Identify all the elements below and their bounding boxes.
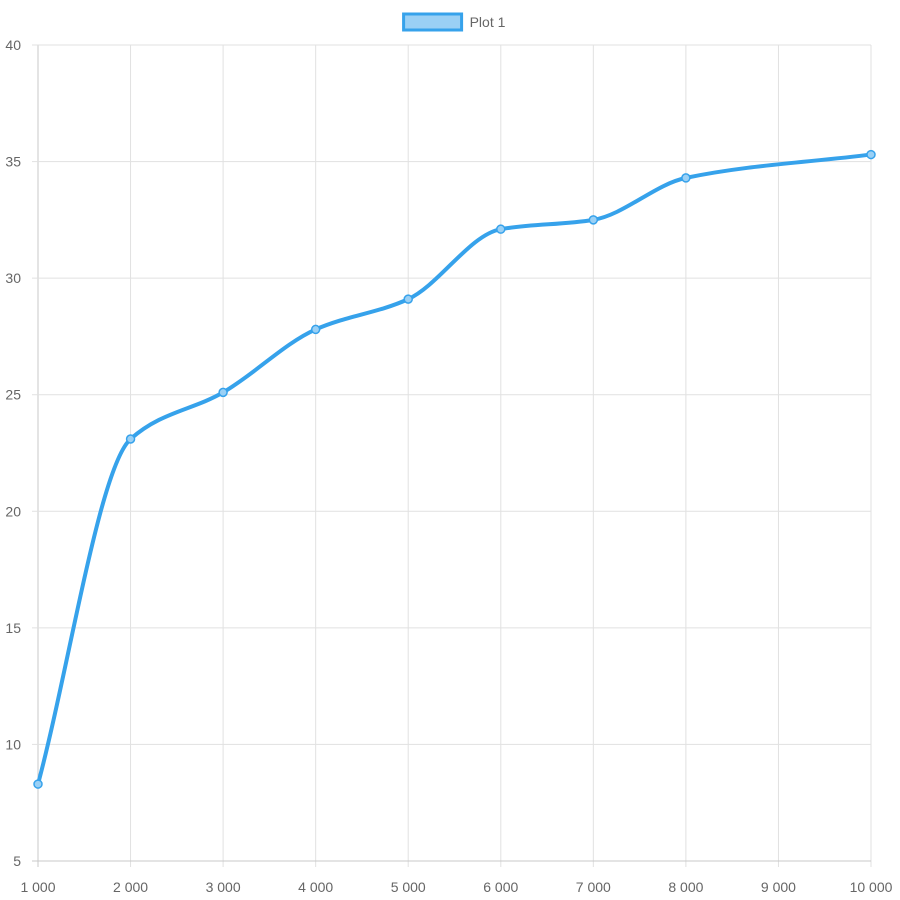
- data-point[interactable]: [681, 173, 691, 183]
- y-tick-label: 25: [5, 387, 21, 403]
- y-tick-label: 15: [5, 620, 21, 636]
- x-tick-label: 5 000: [391, 879, 426, 895]
- legend[interactable]: Plot 1: [402, 12, 506, 32]
- y-tick-label: 30: [5, 270, 21, 286]
- data-point[interactable]: [218, 387, 228, 398]
- x-tick-label: 10 000: [850, 879, 893, 895]
- x-tick-label: 9 000: [761, 879, 796, 895]
- axes: 1 000 2 000 3 000 4 000 5 000 6 000 7 000 8 000…: [5, 37, 892, 895]
- y-tick-label: 20: [5, 503, 21, 519]
- x-tick-label: 2 000: [113, 879, 148, 895]
- y-tick-label: 35: [5, 154, 21, 170]
- x-tick-label: 8 000: [668, 879, 703, 895]
- x-tick-label: 1 000: [20, 879, 55, 895]
- y-tick-label: 5: [13, 853, 21, 869]
- data-point[interactable]: [310, 324, 321, 335]
- legend-label: Plot 1: [470, 14, 506, 30]
- data-point[interactable]: [588, 215, 599, 225]
- x-tick-label: 7 000: [576, 879, 611, 895]
- y-tick-label: 10: [5, 736, 21, 752]
- data-point[interactable]: [866, 149, 876, 160]
- y-tick-label: 40: [5, 37, 21, 53]
- legend-swatch[interactable]: [402, 12, 464, 32]
- data-point[interactable]: [496, 224, 506, 234]
- data-point[interactable]: [125, 434, 136, 444]
- x-tick-label: 3 000: [206, 879, 241, 895]
- grid: [32, 44, 872, 867]
- series-layer: [33, 149, 876, 789]
- x-tick-label: 6 000: [483, 879, 518, 895]
- data-point[interactable]: [33, 779, 43, 789]
- data-point[interactable]: [403, 294, 413, 304]
- x-tick-label: 4 000: [298, 879, 333, 895]
- series-line-0: [36, 152, 873, 787]
